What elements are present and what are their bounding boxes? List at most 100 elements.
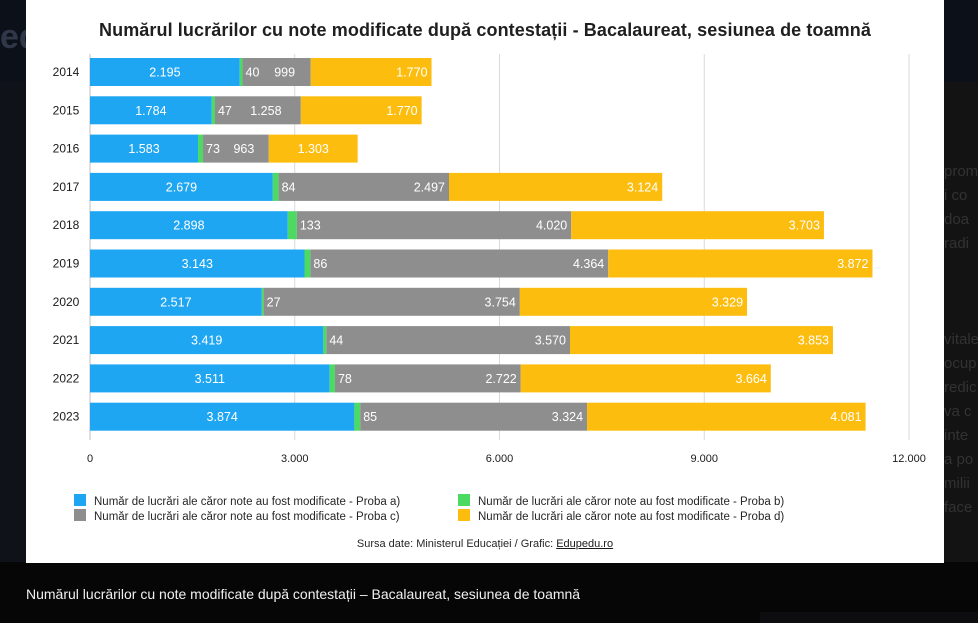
data-label: 1.784	[135, 104, 166, 118]
legend-label-proba-b: Număr de lucrări ale căror note au fost …	[478, 496, 785, 508]
legend-swatch-proba-a	[74, 494, 86, 506]
x-tick-label: 3.000	[281, 453, 309, 465]
data-label: 2.517	[160, 295, 191, 309]
bar-segment	[326, 326, 571, 355]
y-tick-label: 2017	[53, 180, 80, 194]
data-label: 3.143	[182, 257, 213, 271]
bar-segment	[263, 287, 520, 316]
chart-image: Numărul lucrărilor cu note modificate du…	[26, 0, 944, 563]
data-label: 4.364	[573, 257, 604, 271]
bar-segment	[323, 326, 327, 355]
data-label: 1.303	[298, 142, 329, 156]
source-link[interactable]: Edupedu.ro	[556, 538, 614, 550]
bar-segment	[90, 96, 212, 125]
bar-segment	[239, 58, 243, 86]
y-tick-label: 2014	[53, 65, 80, 79]
y-tick-label: 2022	[53, 371, 80, 385]
data-label: 84	[282, 180, 296, 194]
y-tick-label: 2021	[53, 333, 80, 347]
legend-item-proba-d: Număr de lucrări ale căror note au fost …	[458, 509, 784, 523]
data-label: 3.874	[207, 410, 238, 424]
data-label: 1.770	[386, 104, 417, 118]
bar-segment	[519, 287, 748, 316]
data-label: 4.020	[536, 219, 567, 233]
data-label: 2.195	[149, 66, 180, 80]
data-label: 3.872	[837, 257, 868, 271]
x-tick-label: 12.000	[892, 453, 926, 465]
x-tick-label: 0	[87, 453, 93, 465]
data-label: 999	[274, 66, 295, 80]
bar-segment	[90, 249, 305, 278]
data-label: 2.722	[485, 372, 516, 386]
legend-label-proba-c: Număr de lucrări ale căror note au fost …	[94, 511, 400, 523]
bar-segment	[360, 402, 588, 431]
bar-segment	[203, 134, 269, 163]
bar-segment	[448, 172, 663, 201]
bar-segment	[90, 134, 199, 163]
legend-item-proba-c: Număr de lucrări ale căror note au fost …	[74, 509, 400, 523]
legend-swatch-proba-c	[74, 509, 86, 521]
data-label: 3.664	[736, 372, 767, 386]
data-label: 3.703	[789, 219, 820, 233]
bar-segment	[211, 96, 215, 125]
bar-segment	[310, 249, 609, 278]
bar-segment	[608, 249, 873, 278]
bar-segment	[296, 211, 572, 240]
data-label: 3.124	[627, 180, 658, 194]
bar-segment	[354, 402, 361, 431]
bar-segment	[90, 326, 324, 355]
data-label: 47	[218, 104, 232, 118]
bar-segment	[214, 96, 301, 125]
bar-segment	[268, 134, 358, 163]
y-tick-label: 2019	[53, 257, 80, 271]
chart-plot-area: 0 3.000 6.000 9.000 12.000 2014 2.195 40 999 1.77…	[53, 54, 926, 465]
bar-segment	[198, 134, 204, 163]
legend-item-proba-b: Număr de lucrări ale căror note au fost …	[458, 494, 784, 508]
bar-segment	[300, 96, 422, 125]
image-caption: Numărul lucrărilor cu note modificate du…	[26, 586, 581, 602]
data-label: 133	[300, 219, 321, 233]
bar-segment	[310, 58, 432, 86]
legend-item-proba-a: Număr de lucrări ale căror note au fost …	[74, 494, 400, 508]
bar-segment	[90, 58, 240, 86]
bar-segment	[304, 249, 311, 278]
source-text: Sursa date: Ministerul Educației / Grafi…	[356, 538, 557, 550]
chart-title: Numărul lucrărilor cu note modificate du…	[99, 20, 871, 40]
y-tick-label: 2016	[53, 142, 80, 156]
data-label: 27	[267, 295, 281, 309]
bar-segment	[272, 172, 279, 201]
data-label: 3.570	[535, 334, 566, 348]
bar-segment	[90, 172, 273, 201]
data-label: 3.329	[712, 295, 743, 309]
data-label: 73	[206, 142, 220, 156]
data-label: 3.754	[485, 295, 516, 309]
data-label: 86	[313, 257, 327, 271]
bar-segment	[261, 287, 264, 316]
x-tick-label: 9.000	[690, 453, 718, 465]
legend-label-proba-d: Număr de lucrări ale căror note au fost …	[478, 511, 785, 523]
data-label: 3.419	[191, 334, 222, 348]
data-label: 1.583	[128, 142, 159, 156]
data-label: 1.770	[396, 66, 427, 80]
legend-swatch-proba-d	[458, 509, 470, 521]
bar-segment	[329, 364, 335, 393]
data-label: 40	[246, 66, 260, 80]
data-label: 4.081	[830, 410, 861, 424]
bar-segment	[520, 364, 771, 393]
data-label: 85	[363, 410, 377, 424]
data-label: 78	[338, 372, 352, 386]
bar-segment	[90, 287, 262, 316]
bar-segment	[278, 172, 449, 201]
bar-segment	[587, 402, 866, 431]
bar-segment	[90, 211, 288, 240]
data-label: 963	[233, 142, 254, 156]
y-tick-label: 2023	[53, 410, 80, 424]
y-tick-label: 2020	[53, 295, 80, 309]
bar-segment	[90, 364, 330, 393]
y-tick-label: 2015	[53, 103, 80, 117]
bar-segment	[571, 211, 824, 240]
data-label: 2.898	[173, 219, 204, 233]
bar-segment	[570, 326, 833, 355]
data-label: 3.324	[552, 410, 583, 424]
legend-swatch-proba-b	[458, 494, 470, 506]
